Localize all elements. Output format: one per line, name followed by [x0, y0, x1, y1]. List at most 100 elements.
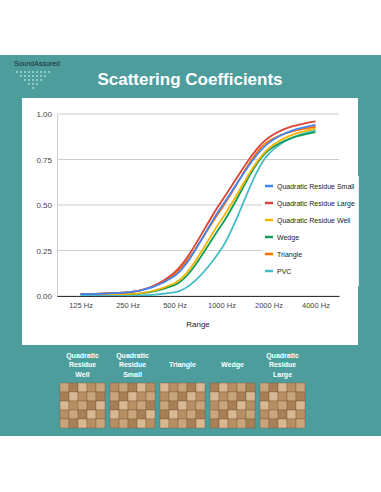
panel-cell: [128, 401, 137, 410]
legend-label: Quadratic Residue Small: [277, 183, 355, 191]
panel-cell: [287, 383, 296, 392]
grid-line: [57, 250, 262, 251]
panel-cell: [110, 419, 119, 428]
logo-dot: [36, 71, 38, 73]
x-tick: 1000 Hz: [208, 296, 236, 310]
panel-cell: [187, 401, 196, 410]
legend-swatch: [265, 236, 273, 239]
panel-cell: [196, 383, 205, 392]
y-tick-label: 0.50: [36, 201, 52, 210]
panel-cell: [60, 401, 69, 410]
panel-image: [210, 383, 255, 428]
panel-cell: [210, 392, 219, 401]
x-tick: 125 Hz: [69, 296, 93, 310]
panel-cell: [219, 392, 228, 401]
panel-cell: [296, 392, 305, 401]
logo-dot: [20, 71, 22, 73]
panel-cell: [278, 410, 287, 419]
panel-cell: [178, 419, 187, 428]
panel-cell: [219, 410, 228, 419]
panel-cell: [246, 383, 255, 392]
logo-dot: [32, 71, 34, 73]
panel-cell: [110, 401, 119, 410]
x-axis-line: [58, 296, 340, 297]
panel-label: QuadraticResidueSmall: [116, 352, 149, 378]
chart-title: Scattering Coefficients: [97, 70, 282, 89]
panel-cell: [210, 383, 219, 392]
panel-cell: [146, 383, 155, 392]
logo-text: SoundAssured: [14, 60, 60, 67]
x-tick: 2000 Hz: [255, 296, 283, 310]
legend-label: Wedge: [277, 234, 299, 242]
panel-cell: [196, 401, 205, 410]
panel-cell: [119, 410, 128, 419]
panel-cell: [260, 383, 269, 392]
panel-cell: [87, 383, 96, 392]
panel-cell: [228, 410, 237, 419]
panel-cell: [160, 383, 169, 392]
panel-label: QuadraticResidueWell: [66, 352, 99, 378]
logo-dot: [44, 71, 46, 73]
logo-dot: [32, 79, 34, 81]
panel-cell: [246, 401, 255, 410]
panel-cell: [196, 419, 205, 428]
panel-cell: [78, 410, 87, 419]
panel-cell: [210, 401, 219, 410]
x-tick-label: 500 Hz: [163, 301, 187, 310]
panel-cell: [69, 401, 78, 410]
panel-cell: [69, 419, 78, 428]
panel-cell: [269, 419, 278, 428]
panel-cell: [69, 383, 78, 392]
page: SoundAssured Scattering Coefficients 0.00 0…: [0, 0, 381, 492]
panel-cell: [187, 392, 196, 401]
logo-dot: [28, 71, 30, 73]
panel-cell: [287, 401, 296, 410]
y-tick-label: 0.75: [36, 156, 52, 165]
panel-cell: [169, 410, 178, 419]
panel-cell: [219, 401, 228, 410]
panel-cell: [278, 401, 287, 410]
panel-cell: [137, 419, 146, 428]
legend-label: PVC: [277, 268, 291, 275]
panel-cell: [260, 419, 269, 428]
logo-dot: [48, 71, 50, 73]
logo-dot: [40, 75, 42, 77]
logo-dot: [32, 75, 34, 77]
panel-cell: [269, 410, 278, 419]
logo-dot: [28, 83, 30, 85]
panel-cell: [178, 383, 187, 392]
panel-cell: [287, 392, 296, 401]
x-axis: 125 Hz250 Hz500 Hz1000 Hz2000 Hz4000 Hz: [58, 296, 340, 310]
logo-dot: [32, 87, 34, 89]
panel-cell: [96, 401, 105, 410]
legend-background: [262, 176, 359, 286]
x-axis-title: Range: [186, 320, 210, 329]
x-tick-label: 2000 Hz: [255, 301, 283, 310]
panel-cell: [219, 383, 228, 392]
panel-cell: [78, 383, 87, 392]
panel-cell: [178, 392, 187, 401]
panel-cell: [228, 419, 237, 428]
y-tick: 0.00: [36, 292, 57, 301]
panel-cell: [78, 419, 87, 428]
panel-cell: [128, 392, 137, 401]
panel-cell: [146, 401, 155, 410]
teal-band: [0, 55, 381, 436]
panel-cell: [137, 410, 146, 419]
panel-cell: [278, 392, 287, 401]
panel-cell: [137, 383, 146, 392]
logo-dot: [24, 79, 26, 81]
panel-cell: [137, 401, 146, 410]
panel-cell: [87, 419, 96, 428]
panel-cell: [87, 410, 96, 419]
logo-dot: [36, 75, 38, 77]
legend-swatch: [265, 185, 273, 188]
panel-cell: [78, 392, 87, 401]
panel-cell: [96, 383, 105, 392]
panel-cell: [287, 410, 296, 419]
panel-cell: [169, 419, 178, 428]
panel-cell: [187, 383, 196, 392]
panel-cell: [169, 401, 178, 410]
panel-cell: [228, 392, 237, 401]
legend-label: Quadratic Residue Well: [277, 217, 351, 225]
